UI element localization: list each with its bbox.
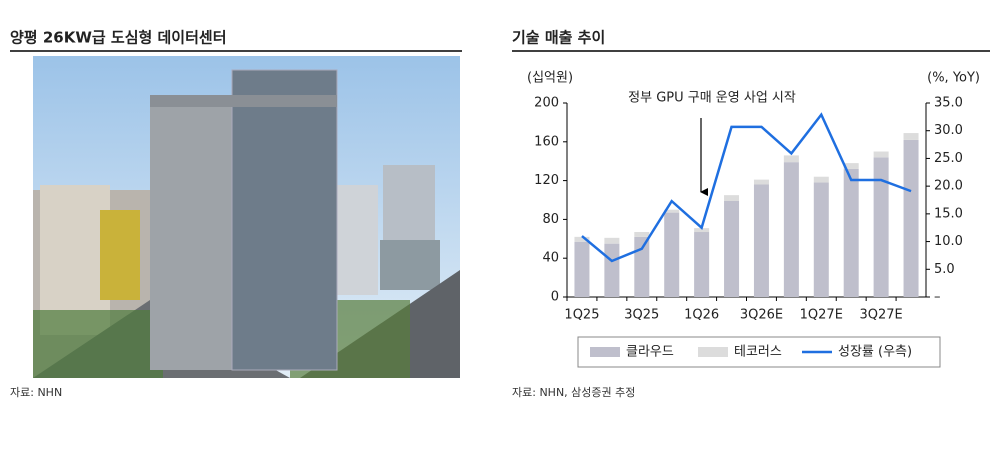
y2-tick-label: 30.0: [934, 123, 963, 138]
bar: [903, 133, 919, 140]
bar: [843, 163, 859, 169]
y2-tick-label: –: [934, 290, 941, 305]
bar: [753, 179, 769, 185]
bar: [724, 200, 740, 297]
bar: [694, 232, 710, 297]
legend-box: [577, 336, 941, 368]
bar: [574, 241, 590, 297]
y2-tick-label: 35.0: [934, 96, 963, 111]
y-tick-label: 0: [551, 290, 559, 305]
y-tick-label: 160: [534, 134, 559, 149]
bar: [783, 155, 799, 163]
x-tick-label: 3Q26E: [740, 308, 783, 323]
bar: [813, 176, 829, 183]
legend-swatch: [698, 347, 728, 357]
bar: [664, 209, 680, 213]
legend-swatch: [590, 347, 620, 357]
y-axis-label: (십억원): [527, 71, 573, 86]
bar: [873, 151, 889, 158]
y-tick-label: 200: [534, 96, 559, 111]
bar: [873, 157, 889, 297]
y2-tick-label: 25.0: [934, 151, 963, 166]
bar: [753, 184, 769, 297]
legend-label: 성장률 (우측): [838, 345, 912, 360]
y-tick-label: 80: [542, 212, 559, 227]
panel-title: 양평 26KW급 도심형 데이터센터: [10, 29, 227, 47]
bar: [813, 182, 829, 297]
bar: [664, 212, 680, 297]
bar: [724, 195, 740, 201]
bar: [694, 228, 710, 233]
x-tick-label: 3Q27E: [859, 308, 902, 323]
y2-tick-label: 5.0: [934, 262, 955, 277]
y2-axis-label: (%, YoY): [927, 71, 980, 86]
bar: [604, 243, 620, 297]
photo: [33, 56, 460, 378]
y-tick-label: 40: [542, 251, 559, 266]
y2-tick-label: 10.0: [934, 234, 963, 249]
growth-line: [581, 112, 912, 263]
bar: [574, 236, 590, 242]
chart-title: 기술 매출 추이: [512, 29, 605, 47]
y-tick-label: 120: [534, 173, 559, 188]
x-tick-label: 1Q26: [684, 308, 719, 323]
y2-tick-label: 15.0: [934, 206, 963, 221]
source: 자료: NHN: [10, 386, 62, 399]
x-tick-label: 3Q25: [624, 308, 659, 323]
x-tick-label: 1Q25: [564, 308, 599, 323]
bar: [634, 236, 650, 297]
legend-label: 테코러스: [734, 345, 782, 360]
bar: [604, 237, 620, 244]
y2-tick-label: 20.0: [934, 179, 963, 194]
bar: [634, 232, 650, 237]
annotation: 정부 GPU 구매 운영 사업 시작: [628, 91, 796, 106]
bar: [903, 139, 919, 297]
bar: [783, 162, 799, 297]
legend-label: 클라우드: [626, 345, 674, 360]
source: 자료: NHN, 삼성증권 추정: [512, 386, 635, 399]
x-tick-label: 1Q27E: [800, 308, 843, 323]
bar: [843, 168, 859, 297]
